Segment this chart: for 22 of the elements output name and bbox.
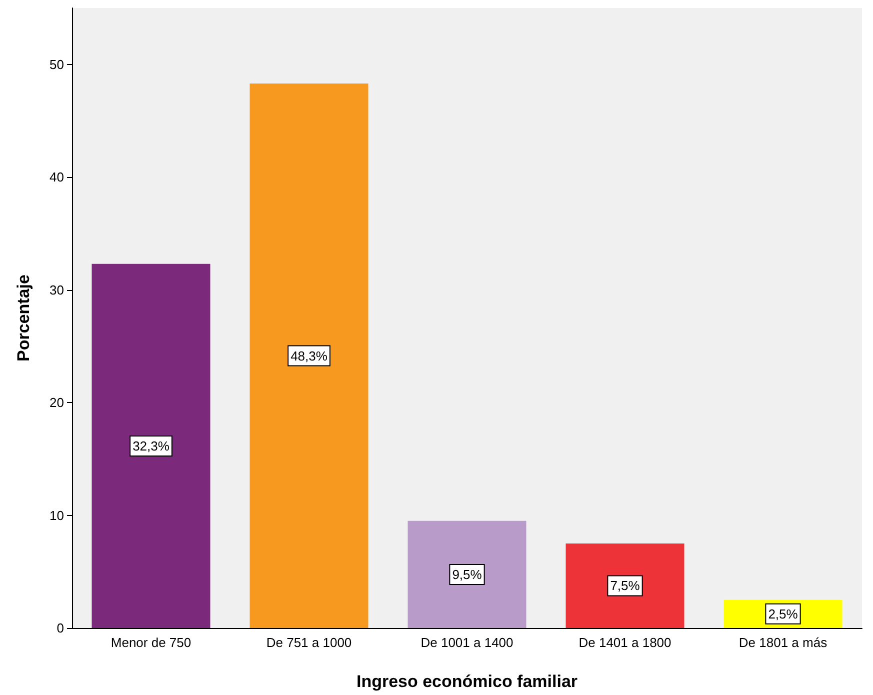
y-tick-label: 20 — [50, 395, 64, 410]
x-tick-label: De 1401 a 1800 — [578, 635, 672, 650]
x-tick-label: De 1801 a más — [738, 635, 828, 650]
bar — [408, 520, 526, 628]
x-tick-label: De 1001 a 1400 — [420, 635, 514, 650]
data-label: 7,5% — [610, 578, 640, 594]
y-tick-label: 40 — [50, 170, 64, 185]
y-tick-label: 0 — [56, 620, 64, 636]
bar — [92, 264, 210, 628]
data-label: 48,3% — [290, 348, 328, 364]
x-tick-label: Menor de 750 — [110, 635, 192, 650]
data-label: 2,5% — [768, 606, 798, 622]
y-tick-label: 30 — [50, 282, 64, 298]
y-tick-label: 50 — [50, 56, 64, 72]
bar — [250, 84, 368, 628]
data-label: 32,3% — [132, 438, 170, 454]
x-tick-label: De 751 a 1000 — [266, 635, 352, 650]
data-label: 9,5% — [452, 566, 482, 582]
x-axis-title: Ingreso económico familiar — [356, 672, 578, 691]
y-axis-title: Porcentaje — [14, 274, 33, 362]
y-tick-label: 10 — [50, 508, 64, 523]
bar — [566, 543, 684, 628]
